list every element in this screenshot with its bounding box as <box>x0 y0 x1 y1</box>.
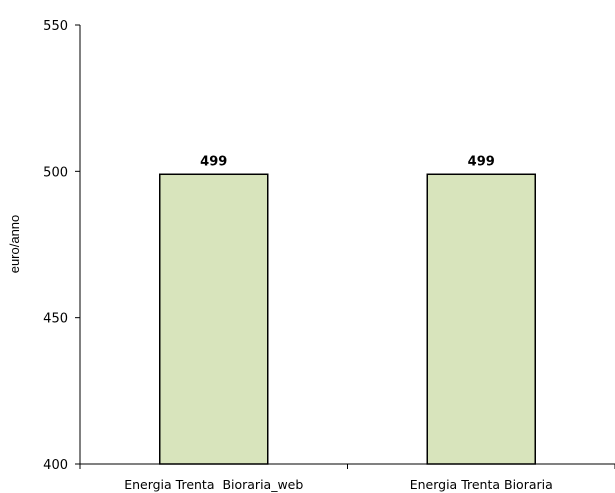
category-label: Energia Trenta Bioraria_web <box>124 477 303 492</box>
bar <box>426 173 536 465</box>
bars <box>159 173 536 465</box>
bar <box>159 173 269 465</box>
y-tick-label: 550 <box>43 19 68 34</box>
y-tick-label: 450 <box>43 312 68 327</box>
y-ticks: 400 450 500 550 <box>43 19 80 473</box>
data-labels: 499 499 <box>200 154 495 169</box>
x-ticks <box>79 464 615 469</box>
y-tick-label: 500 <box>43 165 68 180</box>
data-label: 499 <box>200 154 227 169</box>
y-axis-label: euro/anno <box>7 215 22 274</box>
data-label: 499 <box>468 154 495 169</box>
category-labels: Energia Trenta Bioraria_web Energia Trent… <box>124 477 553 492</box>
y-tick-label: 400 <box>43 458 68 473</box>
category-label: Energia Trenta Bioraria <box>410 477 553 492</box>
